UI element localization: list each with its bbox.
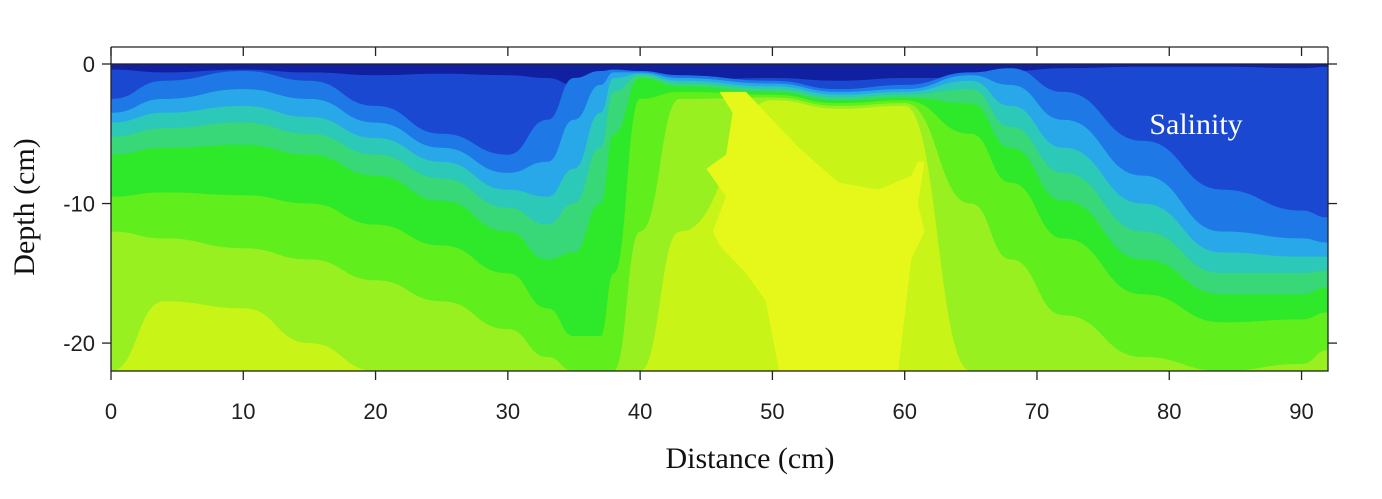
axis-ticks [102,47,1337,380]
tick-labels: 0 10 20 30 40 50 60 70 80 90 0 -10 -20 [63,52,1314,424]
x-axis-title: Distance (cm) [665,442,834,475]
y-tick-label--20: -20 [63,331,95,356]
salinity-annotation: Salinity [1149,108,1242,141]
y-tick-label-0: 0 [83,52,95,77]
contour-bands [111,64,1328,372]
x-tick-label-10: 10 [231,399,255,424]
y-axis-title: Depth (cm) [8,138,41,275]
x-tick-label-50: 50 [760,399,784,424]
x-tick-label-40: 40 [628,399,652,424]
y-tick-label--10: -10 [63,192,95,217]
x-tick-label-60: 60 [892,399,916,424]
plot-border [110,63,1329,372]
x-tick-label-80: 80 [1157,399,1181,424]
x-tick-label-0: 0 [105,399,117,424]
x-tick-label-70: 70 [1025,399,1049,424]
x-tick-label-30: 30 [496,399,520,424]
x-tick-label-20: 20 [363,399,387,424]
contour-band-core [706,91,925,372]
x-tick-label-90: 90 [1289,399,1313,424]
